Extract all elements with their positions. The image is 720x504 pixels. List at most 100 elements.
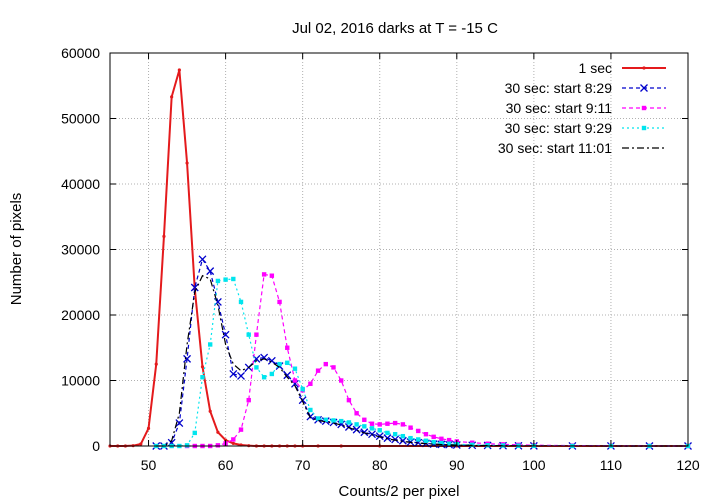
series-0-point-8	[170, 95, 174, 99]
legend: 1 sec 30 sec: start 8:29 30 sec: start 9:1…	[498, 60, 666, 156]
series-0-point-10	[185, 161, 189, 165]
series-2-point-12	[277, 299, 282, 305]
series-1-point-3	[175, 419, 184, 428]
x-tick-label-1: 60	[218, 457, 234, 473]
series-3-point-4	[184, 443, 190, 448]
y-tick-label-4: 40000	[61, 176, 100, 192]
y-tick-label-5: 50000	[61, 111, 100, 127]
series-1-point-17	[283, 371, 292, 380]
series-2-point-20	[339, 378, 344, 383]
series-3-point-20	[308, 407, 313, 413]
series-2-point-26	[385, 421, 390, 426]
series-3-point-21	[315, 416, 321, 421]
series-3-point-25	[346, 420, 352, 425]
series-1-point-6	[198, 255, 207, 264]
legend-marker-1	[640, 84, 648, 92]
series-2-point-32	[431, 434, 436, 440]
series-line-3	[156, 278, 688, 447]
series-3-point-5	[192, 430, 197, 436]
series-3-point-17	[285, 360, 290, 366]
series-2-point-34	[446, 437, 452, 443]
series-2-point-17	[315, 368, 321, 373]
series-3-point-13	[254, 365, 259, 370]
series-0-point-6	[154, 362, 158, 366]
series-3-point-28	[369, 426, 375, 431]
series-1-point-27	[360, 428, 369, 437]
series-3-point-19	[300, 386, 305, 392]
series-0-point-9	[177, 68, 181, 72]
legend-label-0: 1 sec	[579, 60, 612, 76]
series-0-point-12	[200, 365, 205, 369]
series-2-point-30	[416, 428, 421, 434]
series-0-point-4	[139, 442, 143, 446]
series-2-point-23	[362, 417, 367, 422]
series-1-point-2	[167, 438, 176, 447]
series-2-point-31	[423, 432, 429, 437]
legend-label-1: 30 sec: start 8:29	[505, 80, 613, 96]
series-3-point-36	[431, 439, 436, 445]
y-tick-label-0: 0	[92, 438, 100, 454]
series-3-point-41	[485, 443, 490, 448]
series-0-point-7	[162, 234, 166, 238]
series-3-point-37	[439, 440, 444, 446]
series-0-point-5	[146, 426, 151, 430]
series-3-point-22	[323, 417, 328, 422]
series-2-point-28	[400, 422, 406, 427]
y-tick-label-2: 20000	[61, 307, 100, 323]
series-2-point-10	[261, 272, 267, 277]
x-tick-label-3: 80	[372, 457, 388, 473]
series-2-point-14	[292, 378, 298, 383]
series-1-point-26	[352, 425, 361, 434]
series-3-point-29	[377, 428, 382, 433]
series-3-point-30	[385, 430, 390, 436]
legend-marker-2	[641, 105, 647, 111]
series-1-point-32	[398, 436, 407, 445]
legend-label-2: 30 sec: start 9:11	[506, 100, 613, 116]
series-3-point-31	[392, 432, 398, 437]
series-1-point-30	[383, 434, 392, 443]
chart-title: Jul 02, 2016 darks at T = -15 C	[292, 20, 498, 37]
series-4	[156, 274, 688, 447]
series-0-point-16	[231, 441, 235, 445]
series-3-point-9	[223, 277, 228, 282]
series-1-point-18	[291, 379, 299, 388]
y-axis-label: Number of pixels	[8, 193, 25, 306]
series-3-point-7	[207, 342, 213, 347]
series-1-point-9	[221, 330, 230, 339]
series-3-point-26	[354, 422, 359, 427]
x-tick-label-7: 120	[676, 457, 700, 473]
series-1-point-11	[237, 371, 245, 380]
series-2-point-8	[246, 397, 251, 403]
series-3-point-24	[339, 418, 344, 424]
series-1-point-5	[190, 283, 199, 292]
y-tick-label-1: 10000	[61, 373, 100, 389]
series-line-2	[187, 273, 689, 447]
series-1-point-4	[183, 354, 192, 363]
ticks: 50 60 70 80 90 100 110 120 0 10000 20000 30000 40000…	[61, 45, 700, 473]
series-1-point-7	[206, 267, 215, 276]
series-line-4	[156, 274, 688, 447]
grid	[110, 53, 688, 446]
series-2-point-25	[377, 422, 382, 427]
legend-label-4: 30 sec: start 11:01	[498, 140, 612, 156]
series-3-point-14	[261, 375, 267, 380]
series-2-point-33	[439, 436, 444, 441]
series-3-point-16	[277, 361, 282, 367]
series-2-point-18	[323, 361, 328, 367]
series-3-point-32	[400, 433, 406, 439]
series-2-point-29	[408, 425, 413, 430]
legend-label-3: 30 sec: start 9:29	[505, 120, 613, 136]
series-2-point-19	[331, 365, 336, 370]
series-0-point-13	[208, 409, 212, 413]
series-3-point-12	[246, 332, 251, 337]
series-3-point-15	[269, 371, 275, 377]
series-1-point-29	[375, 432, 384, 441]
legend-marker-0	[642, 66, 646, 70]
series-2-point-27	[392, 420, 398, 426]
series-3-point-8	[215, 278, 221, 284]
series-3	[154, 276, 691, 449]
x-tick-label-4: 90	[449, 457, 465, 473]
series-3-point-18	[292, 366, 298, 371]
series-1-point-24	[337, 420, 346, 429]
